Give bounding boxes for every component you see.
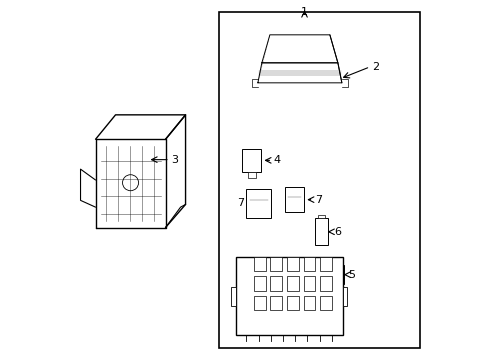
Text: 4: 4: [273, 156, 280, 165]
Bar: [286, 257, 298, 271]
Bar: [286, 276, 298, 291]
Bar: [314, 219, 327, 245]
Bar: [235, 257, 342, 336]
Bar: [253, 276, 265, 291]
Bar: [286, 296, 298, 310]
Text: 1: 1: [301, 7, 307, 17]
Bar: [342, 287, 346, 306]
Bar: [270, 276, 282, 291]
Text: 7: 7: [237, 198, 244, 208]
Bar: [242, 149, 261, 172]
Bar: [327, 265, 343, 284]
Bar: [317, 215, 325, 219]
Bar: [270, 257, 282, 271]
Bar: [246, 189, 271, 217]
Bar: [247, 172, 255, 178]
Bar: [270, 296, 282, 310]
Bar: [219, 12, 419, 348]
Text: 3: 3: [171, 155, 178, 165]
Bar: [284, 187, 304, 212]
Bar: [332, 284, 338, 289]
Text: 6: 6: [333, 227, 340, 237]
Text: 7: 7: [314, 195, 321, 204]
Text: 2: 2: [371, 62, 378, 72]
Bar: [320, 257, 331, 271]
Bar: [320, 276, 331, 291]
Bar: [231, 287, 235, 306]
Bar: [320, 296, 331, 310]
Bar: [253, 296, 265, 310]
Bar: [303, 257, 315, 271]
Text: 5: 5: [347, 270, 354, 280]
Bar: [303, 276, 315, 291]
Bar: [253, 257, 265, 271]
Bar: [303, 296, 315, 310]
